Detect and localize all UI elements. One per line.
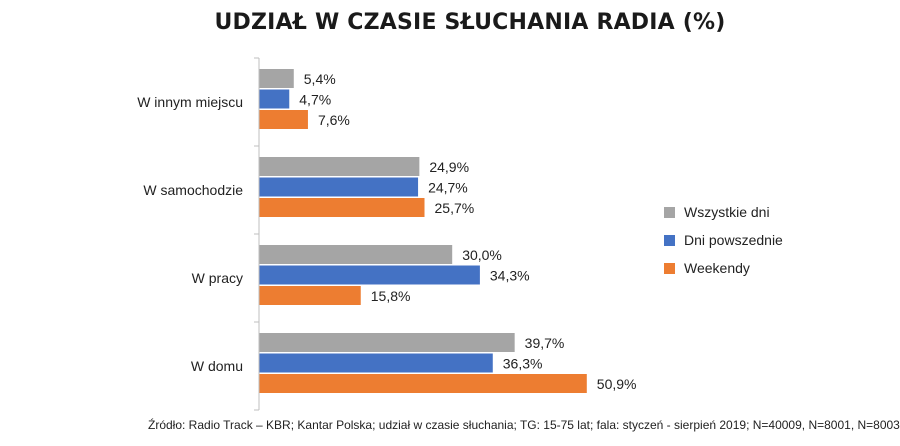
- bar: [259, 198, 425, 217]
- bar: [259, 245, 453, 264]
- category-group: W domu 39,7% 36,3% 50,9%: [191, 333, 637, 393]
- data-label: 25,7%: [435, 200, 475, 216]
- data-label: 50,9%: [597, 376, 637, 392]
- legend-item-weekdays: Dni powszednie: [664, 226, 783, 254]
- bar: [259, 374, 587, 393]
- data-label: 34,3%: [490, 268, 530, 284]
- bar: [259, 265, 480, 285]
- data-label: 4,7%: [299, 92, 331, 108]
- bar: [259, 157, 420, 176]
- bar: [259, 110, 308, 129]
- legend-label-all-days: Wszystkie dni: [684, 204, 770, 220]
- data-label: 24,9%: [429, 159, 469, 175]
- legend-item-all-days: Wszystkie dni: [664, 198, 783, 226]
- category-label: W innym miejscu: [137, 94, 243, 110]
- bar: [259, 177, 419, 197]
- bar: [259, 286, 361, 305]
- category-group: W samochodzie 24,9% 24,7% 25,7%: [143, 157, 474, 217]
- category-group: W pracy 30,0% 34,3% 15,8%: [192, 245, 530, 305]
- bar: [259, 89, 290, 109]
- data-label: 5,4%: [304, 71, 336, 87]
- chart-title: UDZIAŁ W CZASIE SŁUCHANIA RADIA (%): [214, 10, 726, 35]
- category-label: W pracy: [192, 270, 243, 286]
- legend-swatch-all-days: [664, 206, 675, 218]
- legend-item-weekends: Weekendy: [664, 254, 783, 282]
- source-note: Źródło: Radio Track – KBR; Kantar Polska…: [148, 418, 900, 432]
- legend-label-weekdays: Dni powszednie: [684, 232, 783, 248]
- legend-label-weekends: Weekendy: [684, 260, 750, 276]
- category-label: W domu: [191, 358, 243, 374]
- data-label: 15,8%: [371, 288, 411, 304]
- category-label: W samochodzie: [143, 182, 243, 198]
- category-group: W innym miejscu 5,4% 4,7% 7,6%: [137, 69, 350, 129]
- bar: [259, 333, 515, 352]
- data-label: 30,0%: [462, 247, 502, 263]
- bar: [259, 353, 493, 373]
- data-label: 39,7%: [525, 335, 565, 351]
- data-label: 36,3%: [503, 356, 543, 372]
- chart-legend: Wszystkie dni Dni powszednie Weekendy: [664, 198, 783, 282]
- data-label: 24,7%: [428, 180, 468, 196]
- bar: [259, 69, 294, 88]
- legend-swatch-weekends: [664, 262, 675, 274]
- data-label: 7,6%: [318, 112, 350, 128]
- legend-swatch-weekdays: [664, 234, 675, 246]
